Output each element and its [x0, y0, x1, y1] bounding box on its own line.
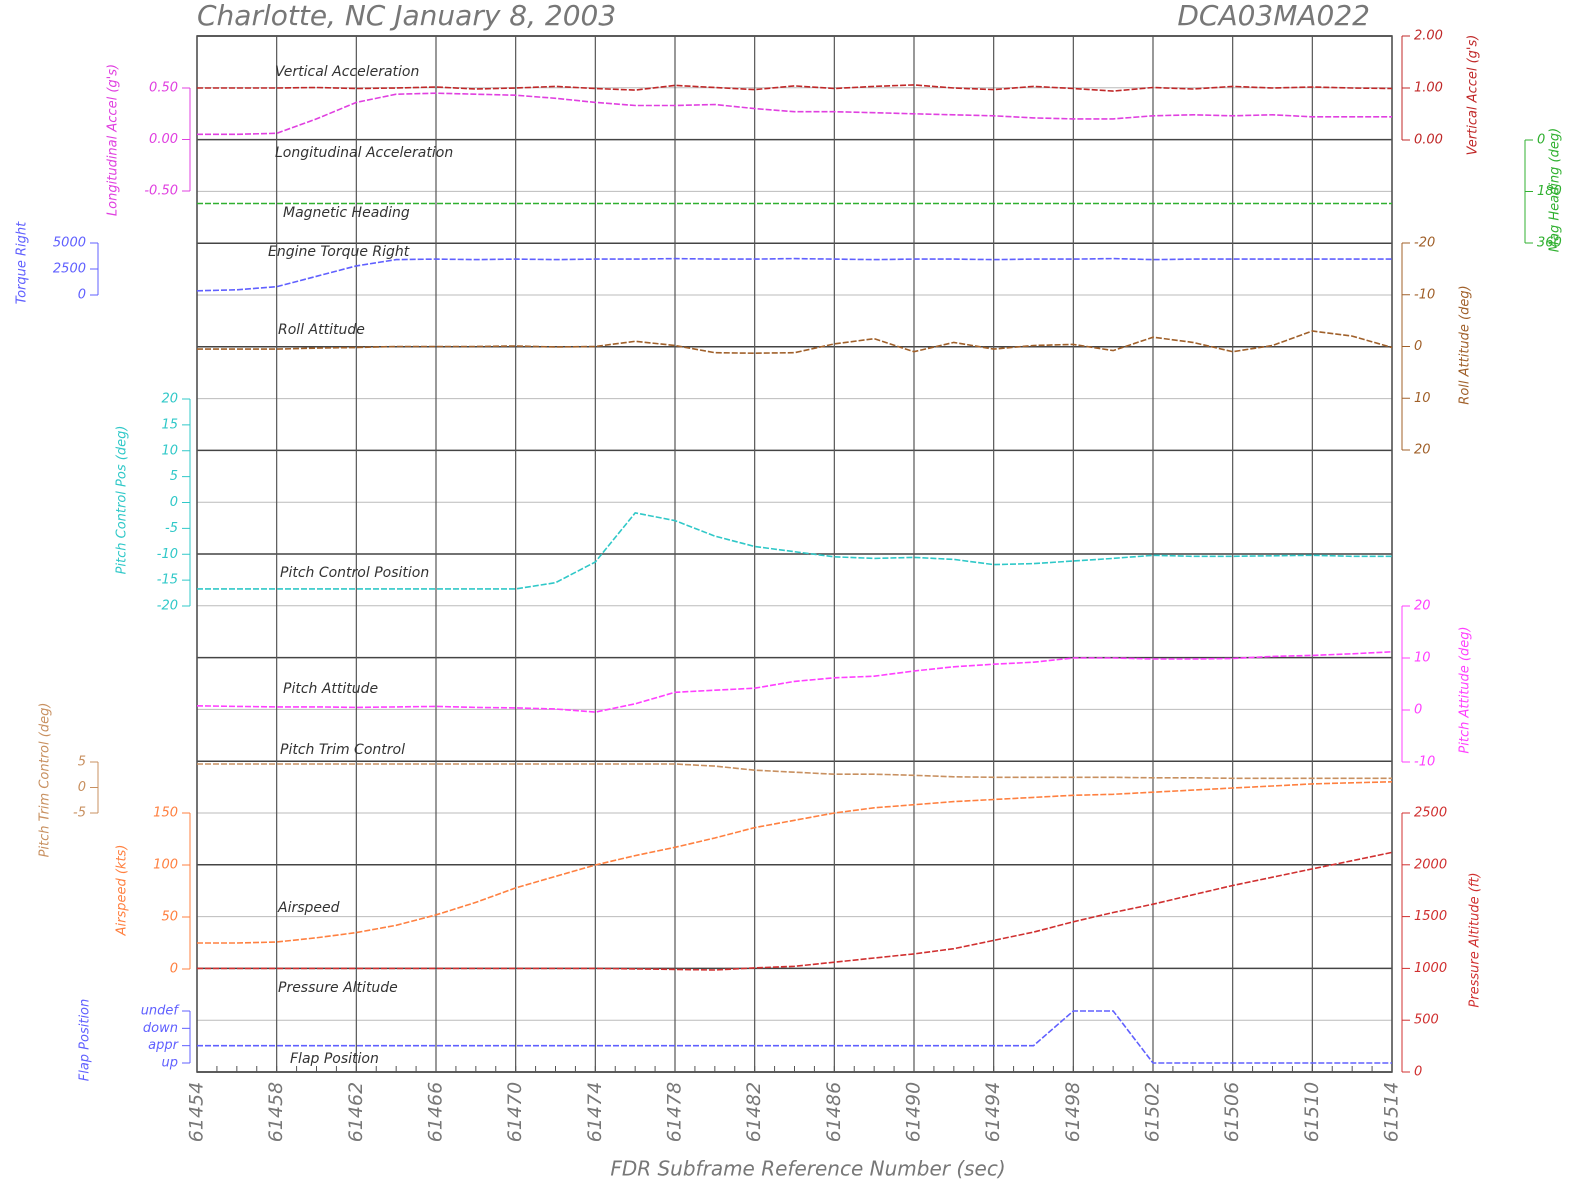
x-tick-label: 61462 [345, 1082, 367, 1142]
x-tick-label: 61494 [982, 1082, 1004, 1142]
y-tick-label: -10 [1414, 755, 1435, 770]
chart-title: Charlotte, NC January 8, 2003 [197, 0, 616, 32]
x-tick-label: 61466 [425, 1082, 447, 1142]
series-line [196, 257, 1392, 292]
y-tick-label: 0 [1414, 1065, 1422, 1080]
y-axis-label: Pressure Altitude (ft) [1468, 872, 1483, 1007]
trace-label: Pressure Altitude [278, 980, 398, 996]
x-tick-label: 61502 [1142, 1082, 1164, 1142]
y-tick-label: 0 [170, 962, 178, 977]
y-tick-label: 20 [1414, 443, 1431, 458]
y-tick-label: 5000 [53, 236, 86, 251]
y-tick-label: 0 [78, 780, 86, 795]
y-tick-label: -10 [157, 547, 178, 562]
x-tick-label: 61458 [265, 1082, 287, 1142]
y-tick-label: 20 [161, 392, 178, 407]
y-tick-label: appr [148, 1038, 179, 1053]
y-tick-label: 360 [1537, 236, 1562, 251]
y-axis-label: Roll Attitude (deg) [1458, 285, 1473, 404]
y-tick-label: 50 [161, 910, 178, 925]
y-tick-label: 180 [1537, 184, 1562, 199]
y-tick-label: -15 [157, 573, 178, 588]
x-tick-label: 61510 [1301, 1082, 1323, 1142]
series-line [197, 763, 1392, 780]
y-tick-label: 500 [1414, 1013, 1439, 1028]
y-tick-label: 0.00 [149, 132, 178, 147]
y-tick-label: 2.00 [1414, 29, 1443, 44]
x-tick-label: 61474 [584, 1082, 606, 1142]
y-tick-label: 1000 [1414, 961, 1447, 976]
y-tick-label: down [143, 1021, 178, 1036]
x-tick-label: 61514 [1381, 1082, 1403, 1142]
y-axis-label: Airspeed (kts) [115, 845, 130, 937]
series-line [197, 84, 1393, 92]
trace-label: Magnetic Heading [283, 205, 410, 221]
x-tick-label: 61478 [664, 1082, 686, 1142]
y-tick-label: 1.00 [1414, 81, 1443, 96]
y-tick-label: 0 [1537, 133, 1545, 148]
series-line [196, 651, 1393, 713]
x-tick-label: 61486 [823, 1082, 845, 1142]
x-tick-label: 61498 [1062, 1082, 1084, 1142]
trace-label: Pitch Attitude [283, 681, 378, 697]
y-axis-label: Longitudinal Accel (g's) [106, 64, 121, 216]
y-axis-label: Flap Position [78, 999, 93, 1082]
series-line [197, 781, 1393, 944]
y-tick-label: 0 [1414, 339, 1422, 354]
y-tick-label: 150 [153, 806, 178, 821]
y-tick-label: 0.50 [149, 81, 178, 96]
x-tick-label: 61506 [1221, 1082, 1243, 1142]
trace-label: Airspeed [277, 900, 340, 916]
y-tick-label: 5 [170, 469, 178, 484]
trace-label: Roll Attitude [278, 322, 365, 338]
trace-label: Vertical Acceleration [275, 64, 419, 80]
y-tick-label: 0.00 [1414, 133, 1443, 148]
trace-label: Pitch Control Position [280, 565, 429, 581]
y-tick-label: 100 [153, 858, 178, 873]
y-tick-label: 10 [161, 443, 178, 458]
y-tick-label: 0 [170, 495, 178, 510]
series-line [197, 851, 1393, 971]
y-axis-label: Pitch Attitude (deg) [1458, 626, 1473, 753]
series-line [197, 92, 1392, 136]
trace-label: Engine Torque Right [268, 244, 410, 260]
y-tick-label: -10 [1414, 287, 1435, 302]
chart-subtitle: DCA03MA022 [1177, 0, 1370, 32]
y-tick-label: -5 [165, 521, 178, 536]
y-tick-label: 0 [78, 288, 86, 303]
y-axis-label: Vertical Accel (g's) [1466, 35, 1481, 156]
x-tick-label: 61482 [743, 1082, 765, 1142]
trace-label: Pitch Trim Control [280, 742, 405, 758]
x-tick-label: 61490 [903, 1082, 925, 1142]
x-axis-label: FDR Subframe Reference Number (sec) [610, 1157, 1005, 1181]
y-axis-label: Pitch Trim Control (deg) [38, 703, 53, 858]
y-tick-label: 5 [78, 755, 86, 770]
trace-label: Flap Position [290, 1051, 379, 1067]
y-axis-label: Pitch Control Pos (deg) [115, 426, 130, 575]
y-tick-label: undef [141, 1004, 181, 1019]
y-tick-label: 10 [1414, 391, 1431, 406]
series-line [197, 1010, 1392, 1064]
y-tick-label: -5 [73, 806, 86, 821]
y-tick-label: 0 [1414, 703, 1422, 718]
y-tick-label: -20 [1414, 236, 1435, 251]
y-tick-label: -0.50 [144, 184, 178, 199]
x-tick-label: 61454 [186, 1082, 208, 1142]
y-tick-label: -20 [157, 599, 178, 614]
y-tick-label: 20 [1414, 599, 1431, 614]
y-tick-label: 10 [1414, 651, 1431, 666]
y-tick-label: up [162, 1056, 179, 1071]
y-tick-label: 2500 [1414, 806, 1447, 821]
trace-label: Longitudinal Acceleration [275, 145, 453, 161]
series-line [197, 330, 1393, 355]
x-tick-label: 61470 [504, 1082, 526, 1142]
y-axis-label: Mag Heading (deg) [1548, 128, 1563, 252]
y-tick-label: 15 [161, 417, 178, 432]
y-tick-label: 2000 [1414, 857, 1447, 872]
y-axis-label: Torque Right [15, 221, 30, 304]
y-tick-label: 1500 [1414, 909, 1447, 924]
y-tick-label: 2500 [53, 262, 86, 277]
